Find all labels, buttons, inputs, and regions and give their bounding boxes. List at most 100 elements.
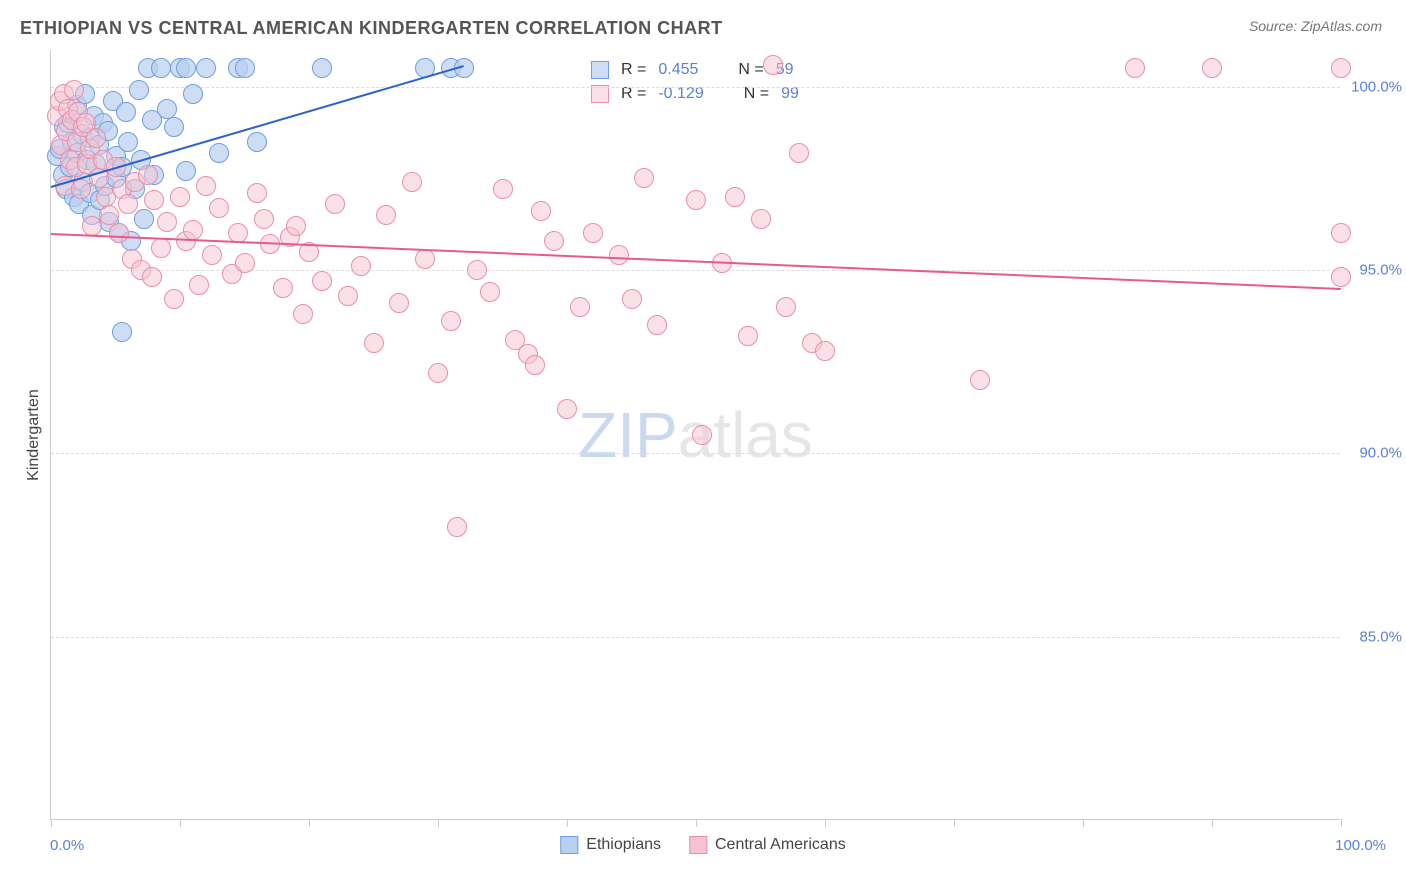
- data-point: [389, 293, 409, 313]
- data-point: [164, 289, 184, 309]
- data-point: [441, 311, 461, 331]
- data-point: [505, 330, 525, 350]
- n-label: N =: [744, 85, 769, 103]
- data-point: [96, 187, 116, 207]
- chart-title: ETHIOPIAN VS CENTRAL AMERICAN KINDERGART…: [20, 18, 723, 39]
- data-point: [47, 106, 67, 126]
- data-point: [1125, 58, 1145, 78]
- data-point: [106, 168, 126, 188]
- r-label: R =: [621, 85, 646, 103]
- data-point: [77, 150, 97, 170]
- y-tick-label: 95.0%: [1346, 262, 1402, 279]
- data-point: [802, 333, 822, 353]
- data-point: [415, 249, 435, 269]
- data-point: [1331, 58, 1351, 78]
- x-tick: [438, 819, 439, 827]
- data-point: [47, 146, 67, 166]
- data-point: [50, 139, 70, 159]
- data-point: [56, 121, 76, 141]
- data-point: [402, 172, 422, 192]
- data-point: [170, 58, 190, 78]
- data-point: [609, 245, 629, 265]
- data-point: [86, 128, 106, 148]
- data-point: [129, 80, 149, 100]
- data-point: [544, 231, 564, 251]
- series-legend: Ethiopians Central Americans: [560, 836, 845, 854]
- data-point: [189, 275, 209, 295]
- data-point: [82, 205, 102, 225]
- x-tick: [1341, 819, 1342, 827]
- data-point: [51, 135, 71, 155]
- x-tick: [954, 819, 955, 827]
- data-point: [209, 143, 229, 163]
- n-label: N =: [738, 61, 763, 79]
- data-point: [112, 179, 132, 199]
- data-point: [68, 102, 88, 122]
- data-point: [518, 344, 538, 364]
- data-point: [118, 132, 138, 152]
- data-point: [570, 297, 590, 317]
- data-point: [69, 194, 89, 214]
- swatch-icon: [591, 85, 609, 103]
- data-point: [62, 110, 82, 130]
- data-point: [725, 187, 745, 207]
- plot-area: ZIPatlas R =0.455N =59R =-0.129N =99 85.…: [50, 50, 1340, 820]
- x-tick: [696, 819, 697, 827]
- data-point: [209, 198, 229, 218]
- data-point: [125, 172, 145, 192]
- data-point: [82, 216, 102, 236]
- chart-wrap: Kindergarten ZIPatlas R =0.455N =59R =-0…: [50, 50, 1390, 820]
- data-point: [121, 231, 141, 251]
- gridline: [51, 270, 1340, 271]
- data-point: [50, 91, 70, 111]
- data-point: [1331, 223, 1351, 243]
- trend-line: [51, 233, 1341, 290]
- data-point: [622, 289, 642, 309]
- data-point: [228, 58, 248, 78]
- legend-label: Central Americans: [715, 836, 846, 853]
- data-point: [247, 132, 267, 152]
- data-point: [531, 201, 551, 221]
- data-point: [480, 282, 500, 302]
- x-tick: [825, 819, 826, 827]
- data-point: [95, 176, 115, 196]
- data-point: [157, 99, 177, 119]
- data-point: [67, 132, 87, 152]
- x-tick: [567, 819, 568, 827]
- data-point: [222, 264, 242, 284]
- x-tick: [1212, 819, 1213, 827]
- data-point: [58, 113, 78, 133]
- data-point: [118, 194, 138, 214]
- data-point: [116, 102, 136, 122]
- data-point: [686, 190, 706, 210]
- legend-item: Central Americans: [689, 836, 846, 854]
- data-point: [122, 249, 142, 269]
- watermark: ZIPatlas: [578, 398, 813, 472]
- data-point: [493, 179, 513, 199]
- data-point: [73, 117, 93, 137]
- data-point: [60, 150, 80, 170]
- data-point: [89, 135, 109, 155]
- data-point: [60, 157, 80, 177]
- swatch-icon: [591, 61, 609, 79]
- chart-container: ETHIOPIAN VS CENTRAL AMERICAN KINDERGART…: [0, 0, 1406, 892]
- trend-line: [51, 65, 464, 188]
- data-point: [67, 95, 87, 115]
- data-point: [77, 154, 97, 174]
- data-point: [125, 179, 145, 199]
- data-point: [142, 110, 162, 130]
- data-point: [751, 209, 771, 229]
- x-tick: [51, 819, 52, 827]
- n-value: 59: [776, 61, 794, 79]
- data-point: [90, 190, 110, 210]
- data-point: [164, 117, 184, 137]
- data-point: [93, 113, 113, 133]
- data-point: [103, 91, 123, 111]
- y-tick-label: 90.0%: [1346, 445, 1402, 462]
- legend-item: Ethiopians: [560, 836, 661, 854]
- data-point: [338, 286, 358, 306]
- data-point: [815, 341, 835, 361]
- data-point: [58, 99, 78, 119]
- data-point: [93, 150, 113, 170]
- x-tick: [1083, 819, 1084, 827]
